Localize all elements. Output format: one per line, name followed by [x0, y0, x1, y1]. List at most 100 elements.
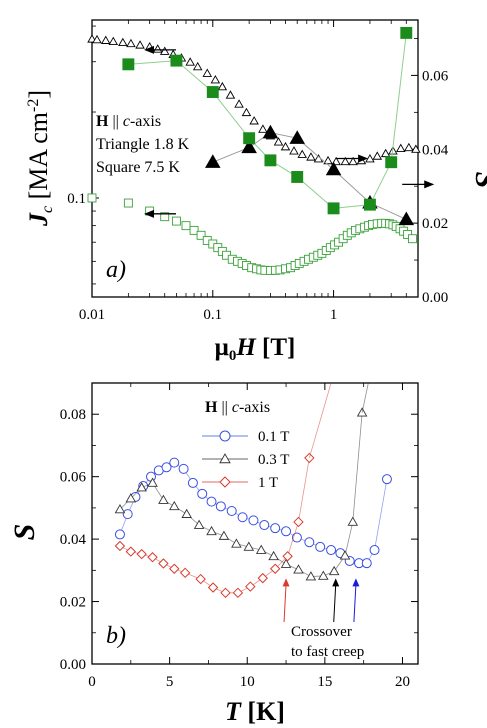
a-point-triangle-open — [372, 151, 383, 160]
b-point-circle — [369, 545, 380, 556]
panel-a: 0.01 0.1 1 0.1 0.00 0.02 0.04 0.06 H || c-axis … — [24, 19, 487, 364]
a-series-line-triangles — [212, 132, 407, 220]
b-point-diamond — [169, 563, 180, 574]
b-point-circle — [304, 537, 315, 548]
b-point-triangle — [206, 525, 217, 536]
panel-b-ticks: 0 5 10 15 20 0.00 0.02 0.04 0.06 0.08 — [60, 383, 418, 690]
b-point-circle — [326, 545, 337, 556]
b-point-triangle — [268, 550, 279, 561]
a-point-square-filled — [400, 26, 413, 39]
panel-b: 0 5 10 15 20 0.00 0.02 0.04 0.06 0.08 H || c-axis… — [8, 382, 419, 726]
a-point-square-open — [123, 198, 133, 208]
b-point-triangle — [255, 544, 267, 554]
a-point-triangle-open — [395, 143, 406, 152]
b-series-tail — [361, 382, 369, 413]
b-point-triangle — [293, 564, 304, 574]
a-point-triangle-filled — [325, 161, 342, 176]
a-point-triangle-open — [202, 68, 213, 77]
a-point-triangle-open — [323, 155, 333, 165]
a-point-square-filled — [170, 54, 183, 67]
a-arrow-head — [144, 45, 155, 54]
a-ytick-right-label: 0.04 — [422, 142, 449, 158]
b-point-circle — [145, 471, 156, 482]
b-point-diamond — [114, 540, 126, 552]
a-ytick-right-label: 0.00 — [422, 290, 448, 306]
panel-a-ticks: 0.01 0.1 1 0.1 0.00 0.02 0.04 0.06 — [67, 20, 449, 323]
annotation-line-2: to fast creep — [291, 644, 364, 660]
a-point-triangle-open — [241, 107, 252, 117]
legend-b-marker — [219, 476, 231, 488]
b-point-triangle — [243, 541, 255, 551]
crossover-annotation: Crossover to fast creep — [291, 624, 364, 660]
b-point-circle — [161, 462, 172, 473]
a-series-line-squares — [128, 32, 407, 209]
panel-a-label: a) — [106, 257, 126, 283]
a-point-triangle-open — [108, 36, 119, 46]
legend-b-title: H || c-axis — [205, 399, 270, 416]
legend-b-marker — [219, 453, 231, 464]
b-point-diamond — [282, 551, 293, 562]
a-point-square-filled — [122, 58, 135, 71]
a-point-triangle-open — [306, 152, 316, 161]
b-point-diamond — [195, 573, 206, 585]
b-point-diamond — [158, 558, 169, 569]
legend-b-label: 0.1 T — [258, 429, 289, 445]
panel-a-frame — [91, 19, 419, 298]
b-xtick-label: 0 — [88, 674, 96, 690]
a-point-square-open — [181, 221, 191, 231]
a-point-triangle-open — [126, 38, 136, 48]
b-point-circle — [226, 506, 237, 517]
panel-b-marks — [114, 382, 392, 623]
a-point-square-filled — [206, 86, 219, 98]
legend-line-triangle: Triangle 1.8 K — [96, 136, 190, 153]
b-point-circle — [114, 529, 125, 540]
a-point-triangle-open — [225, 90, 236, 99]
crossover-arrow-head — [282, 578, 290, 587]
a-point-square-open — [171, 216, 181, 226]
a-point-triangle-open — [348, 156, 358, 166]
a-point-triangle-open — [118, 37, 128, 47]
b-point-triangle — [218, 530, 230, 540]
b-point-circle — [197, 488, 208, 499]
a-point-triangle-open — [192, 61, 203, 71]
b-point-triangle — [114, 504, 126, 514]
panel-a-legend: H || c-axis Triangle 1.8 K Square 7.5 K — [96, 113, 190, 176]
a-point-triangle-filled — [262, 124, 279, 139]
b-point-triangle — [181, 508, 192, 518]
b-point-triangle — [125, 493, 137, 503]
a-point-triangle-open — [217, 81, 228, 91]
a-point-square-filled — [291, 171, 304, 183]
b-xtick-label: 5 — [166, 674, 174, 690]
b-point-circle — [381, 474, 392, 485]
b-point-diamond — [207, 582, 219, 593]
a-point-triangle-filled — [289, 130, 305, 144]
a-point-triangle-open — [100, 35, 111, 44]
a-point-square-open — [160, 212, 170, 222]
a-ytick-right-label: 0.02 — [422, 216, 448, 232]
b-point-circle — [315, 541, 326, 552]
b-point-diamond — [136, 548, 147, 560]
b-ytick-label: 0.08 — [60, 407, 86, 423]
b-point-diamond — [220, 587, 231, 599]
b-point-circle — [291, 532, 302, 543]
a-point-triangle-open — [185, 57, 195, 66]
panel-b-legend: H || c-axis 0.1 T 0.3 T 1 T — [202, 399, 289, 491]
b-ytick-label: 0.06 — [60, 470, 87, 486]
b-point-diamond — [179, 567, 191, 579]
panel-a-ylabel-left: Jc [MA cm-2] — [24, 90, 56, 227]
b-ytick-label: 0.00 — [60, 657, 86, 673]
a-point-square-filled — [264, 154, 277, 167]
a-point-triangle-open — [273, 137, 284, 146]
b-ytick-label: 0.04 — [60, 532, 87, 548]
b-point-triangle — [147, 477, 158, 487]
a-xtick-label: 0.01 — [79, 307, 105, 323]
panel-b-xlabel: T [K] — [225, 697, 285, 726]
panel-a-xlabel: μ0H [T] — [215, 334, 296, 364]
a-arrow-head — [144, 209, 155, 218]
b-ytick-label: 0.02 — [60, 595, 86, 611]
b-point-triangle — [305, 571, 317, 581]
a-xtick-label: 1 — [330, 307, 338, 323]
crossover-arrow — [283, 584, 287, 623]
a-point-square-open — [408, 234, 417, 244]
panel-a-ylabel-right: S — [469, 172, 487, 189]
